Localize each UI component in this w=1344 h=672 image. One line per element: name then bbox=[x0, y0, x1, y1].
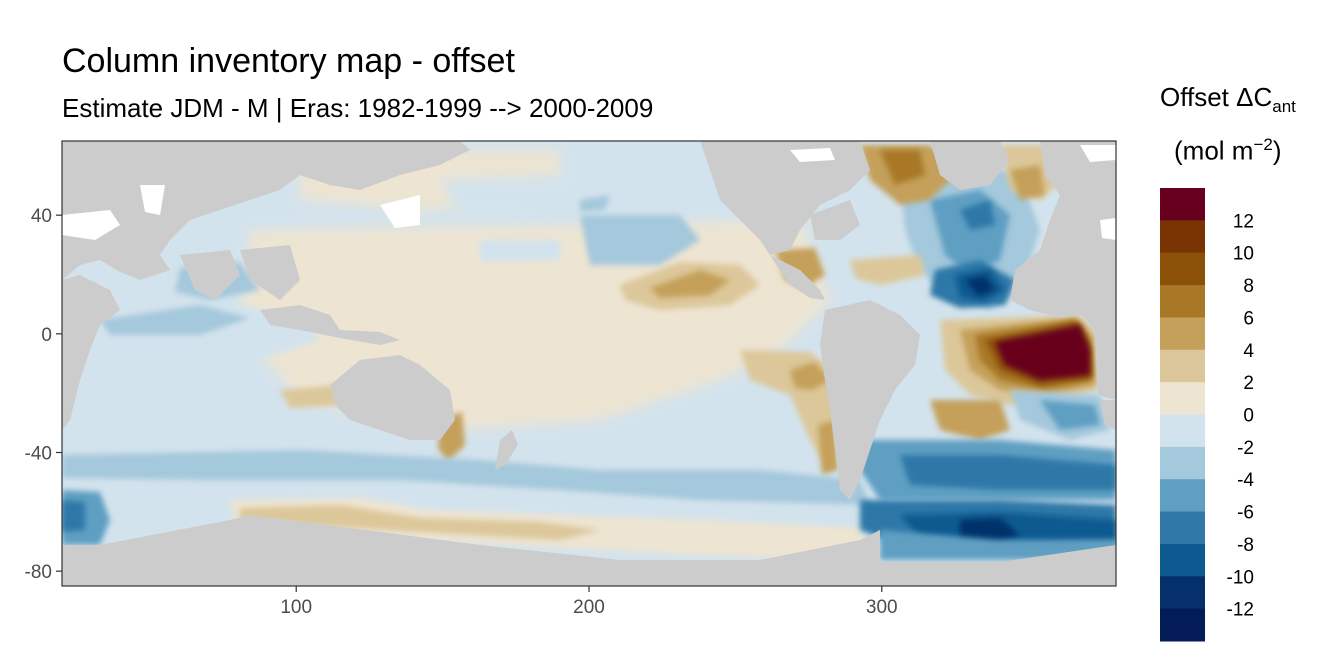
legend-swatch bbox=[1160, 188, 1205, 221]
x-tick-label: 200 bbox=[573, 597, 605, 618]
x-tick-label: 300 bbox=[866, 597, 898, 618]
land-mask bbox=[62, 141, 1116, 586]
legend-label: 0 bbox=[1243, 406, 1254, 427]
legend-label: -12 bbox=[1227, 600, 1254, 621]
y-tick-label: -80 bbox=[25, 562, 52, 583]
chart-subtitle: Estimate JDM - M | Eras: 1982-1999 --> 2… bbox=[62, 93, 654, 123]
legend-swatch bbox=[1160, 317, 1205, 351]
chart-title: Column inventory map - offset bbox=[62, 42, 515, 80]
legend-swatch bbox=[1160, 479, 1205, 513]
x-tick-label: 100 bbox=[280, 597, 312, 618]
legend-label: -6 bbox=[1237, 503, 1254, 524]
legend-label: -8 bbox=[1237, 535, 1254, 556]
x-axis: 100 200 300 bbox=[280, 586, 898, 618]
legend-swatch bbox=[1160, 511, 1205, 545]
legend-title: Offset ΔCant bbox=[1160, 82, 1296, 117]
y-tick-label: 0 bbox=[41, 325, 52, 346]
y-tick-label: -40 bbox=[25, 444, 52, 465]
legend-swatch bbox=[1160, 446, 1205, 480]
legend-swatch bbox=[1160, 543, 1205, 577]
legend-label: 6 bbox=[1243, 308, 1254, 329]
legend-label: -10 bbox=[1227, 567, 1254, 588]
legend-label: -4 bbox=[1237, 470, 1254, 491]
legend-label: 12 bbox=[1233, 211, 1254, 232]
legend-swatch bbox=[1160, 414, 1205, 448]
legend-label: 10 bbox=[1233, 244, 1254, 265]
legend-label: 4 bbox=[1243, 341, 1254, 362]
legend-swatch bbox=[1160, 349, 1205, 383]
legend-swatch bbox=[1160, 382, 1205, 415]
legend-label: 2 bbox=[1243, 373, 1254, 394]
legend-label: 8 bbox=[1243, 276, 1254, 297]
y-tick-label: 40 bbox=[31, 206, 52, 227]
map-panel bbox=[62, 141, 1116, 586]
legend-label: -2 bbox=[1237, 438, 1254, 459]
missing-data bbox=[62, 145, 1116, 240]
legend-colorbar: 12 10 8 6 4 2 0 -2 -4 -6 -8 -10 -12 bbox=[1160, 188, 1254, 642]
panel-border bbox=[61, 140, 1117, 587]
legend-swatch bbox=[1160, 252, 1205, 286]
legend-swatch bbox=[1160, 220, 1205, 254]
legend-unit: (mol m−2) bbox=[1174, 135, 1282, 166]
legend-swatch bbox=[1160, 608, 1205, 642]
y-axis: 40 0 -40 -80 bbox=[25, 206, 62, 583]
legend-swatch bbox=[1160, 285, 1205, 318]
legend-swatch bbox=[1160, 576, 1205, 610]
